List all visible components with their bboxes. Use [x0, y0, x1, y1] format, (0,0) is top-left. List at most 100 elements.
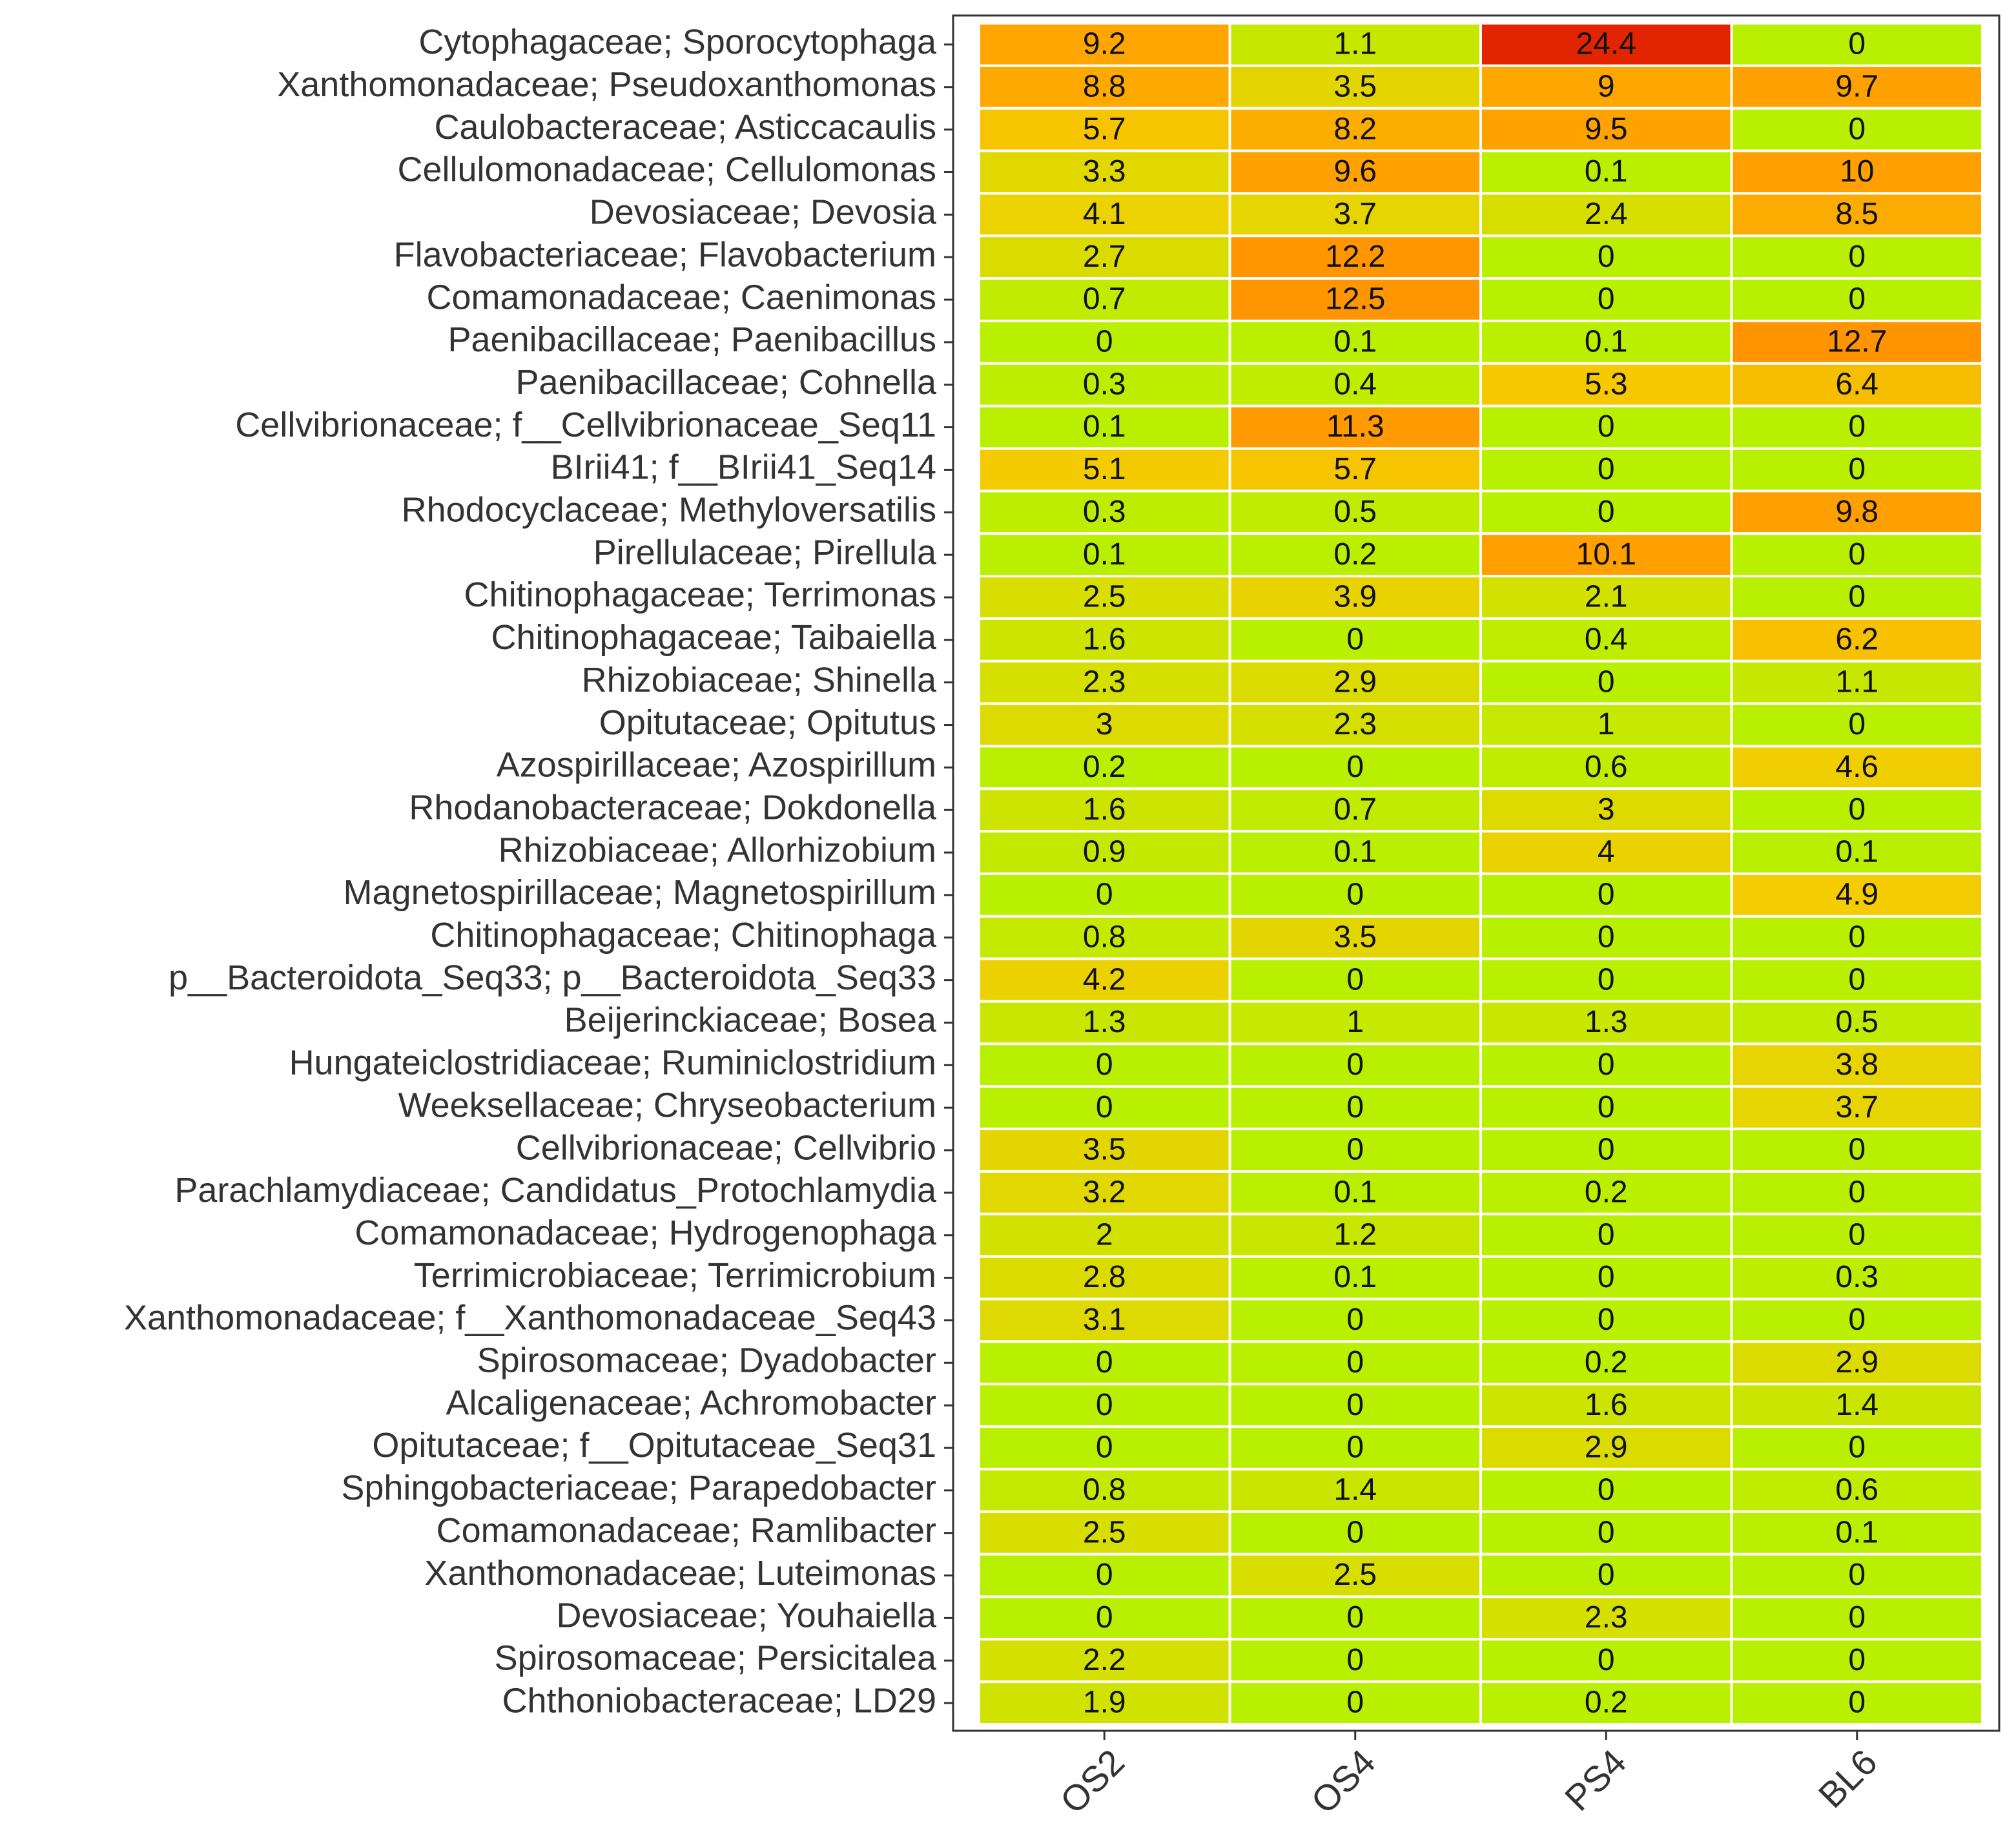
heatmap-cell	[1479, 1128, 1733, 1173]
cell-label: 3.8	[1835, 1048, 1878, 1082]
cell-label: 0	[1346, 1133, 1364, 1167]
heatmap-cell	[978, 957, 1231, 1003]
row-label: Paenibacillaceae; Paenibacillus	[447, 320, 936, 359]
cell-label: 0	[1598, 920, 1615, 954]
cell-label: 0.4	[1333, 367, 1377, 401]
heatmap-cell	[1730, 1042, 1984, 1088]
row-label: Alcaligenaceae; Achromobacter	[446, 1383, 936, 1422]
heatmap-cell	[978, 107, 1231, 152]
heatmap-cell	[978, 1000, 1231, 1046]
cell-label: 0	[1848, 1558, 1866, 1592]
heatmap-cell	[1730, 1510, 1984, 1556]
heatmap-cell	[978, 1340, 1231, 1386]
cell-label: 0.5	[1835, 1005, 1878, 1039]
heatmap-cell	[1730, 872, 1984, 918]
cell-label: 0	[1598, 495, 1615, 529]
heatmap-cell	[1479, 192, 1733, 238]
cell-label: 11.3	[1326, 409, 1384, 444]
row-label: Flavobacteriaceae; Flavobacterium	[394, 235, 936, 274]
cell-label: 0	[1346, 962, 1364, 996]
heatmap-cell	[978, 1085, 1231, 1131]
heatmap-cell	[1730, 319, 1984, 365]
cell-label: 0.7	[1333, 792, 1377, 827]
row-label: Comamonadaceae; Hydrogenophaga	[355, 1213, 937, 1252]
cell-label: 0	[1096, 1558, 1113, 1592]
cell-label: 5.3	[1585, 367, 1628, 401]
cell-label: 0	[1598, 1515, 1615, 1549]
heatmap-cell	[1479, 1553, 1733, 1598]
cell-label: 1.1	[1835, 665, 1878, 699]
cell-label: 0	[1848, 1686, 1866, 1720]
heatmap-cell	[1730, 1085, 1984, 1131]
cell-label: 2.5	[1083, 1515, 1126, 1549]
row-label: Sphingobacteriaceae; Parapedobacter	[341, 1469, 936, 1507]
cell-label: 1.9	[1083, 1686, 1126, 1720]
heatmap-cell	[1730, 1638, 1984, 1684]
heatmap-cell	[1730, 617, 1984, 663]
cell-label: 3.9	[1333, 580, 1377, 614]
row-label: Terrimicrobiaceae; Terrimicrobium	[414, 1256, 936, 1295]
cell-label: 9	[1598, 69, 1615, 103]
heatmap-cell	[1730, 107, 1984, 152]
heatmap-cell	[1228, 702, 1482, 748]
row-label: Cytophagaceae; Sporocytophaga	[418, 23, 937, 61]
heatmap-cell	[978, 234, 1231, 280]
cell-label: 0.1	[1333, 1260, 1377, 1294]
heatmap-cell	[1479, 745, 1733, 790]
heatmap-cell	[978, 149, 1231, 195]
cell-label: 0	[1346, 750, 1364, 784]
cell-label: 2.2	[1083, 1643, 1126, 1677]
row-label: Spirosomaceae; Dyadobacter	[477, 1341, 936, 1380]
cell-label: 0	[1848, 1303, 1866, 1337]
cell-label: 12.5	[1325, 282, 1385, 316]
heatmap-cell	[1228, 404, 1482, 450]
row-label: Opitutaceae; Opitutus	[599, 703, 936, 742]
cell-label: 3.7	[1835, 1090, 1878, 1124]
heatmap-cell	[1730, 532, 1984, 578]
cell-label: 0.1	[1083, 409, 1126, 444]
heatmap-cell	[1730, 22, 1984, 67]
row-label: Rhizobiaceae; Shinella	[582, 661, 937, 699]
heatmap-cell	[1730, 1680, 1984, 1726]
heatmap-cell	[1228, 532, 1482, 578]
cell-label: 0.5	[1333, 495, 1377, 529]
cell-label: 0	[1598, 1217, 1615, 1252]
heatmap-cell	[1228, 1042, 1482, 1088]
cell-label: 0	[1848, 1133, 1866, 1167]
cell-label: 2.7	[1083, 240, 1126, 274]
cell-label: 0	[1598, 452, 1615, 486]
heatmap-cell	[978, 914, 1231, 960]
cell-label: 3.5	[1333, 920, 1377, 954]
cell-label: 0	[1096, 878, 1113, 912]
heatmap-cell	[978, 1383, 1231, 1429]
cell-label: 2.5	[1333, 1558, 1377, 1592]
heatmap-cell	[978, 830, 1231, 876]
cell-label: 0	[1096, 325, 1113, 359]
heatmap-cell	[1228, 1467, 1482, 1513]
cell-label: 3	[1096, 707, 1113, 741]
cell-label: 0	[1346, 1303, 1364, 1337]
heatmap-cell	[978, 1425, 1231, 1471]
cell-label: 0	[1848, 537, 1866, 572]
cell-label: 6.2	[1835, 622, 1878, 656]
cell-label: 0.1	[1333, 325, 1377, 359]
row-label: Hungateiclostridiaceae; Ruminiclostridiu…	[289, 1044, 936, 1082]
cell-label: 6.4	[1835, 367, 1878, 401]
heatmap-cell	[978, 1297, 1231, 1343]
cell-label: 0.1	[1333, 1175, 1377, 1210]
heatmap-cell	[1730, 447, 1984, 493]
cell-label: 8.5	[1835, 197, 1878, 231]
cell-label: 0	[1848, 27, 1866, 61]
heatmap-cell	[1479, 1255, 1733, 1301]
cell-label: 0	[1848, 409, 1866, 444]
cell-label: 0	[1598, 665, 1615, 699]
cell-label: 3.5	[1083, 1133, 1126, 1167]
row-label: Pirellulaceae; Pirellula	[593, 533, 937, 572]
heatmap-cell	[1730, 277, 1984, 322]
row-label: Comamonadaceae; Ramlibacter	[437, 1511, 936, 1550]
cell-label: 0	[1598, 878, 1615, 912]
heatmap-cell	[1479, 532, 1733, 578]
cell-label: 9.6	[1333, 154, 1377, 189]
heatmap-cell	[1479, 107, 1733, 152]
